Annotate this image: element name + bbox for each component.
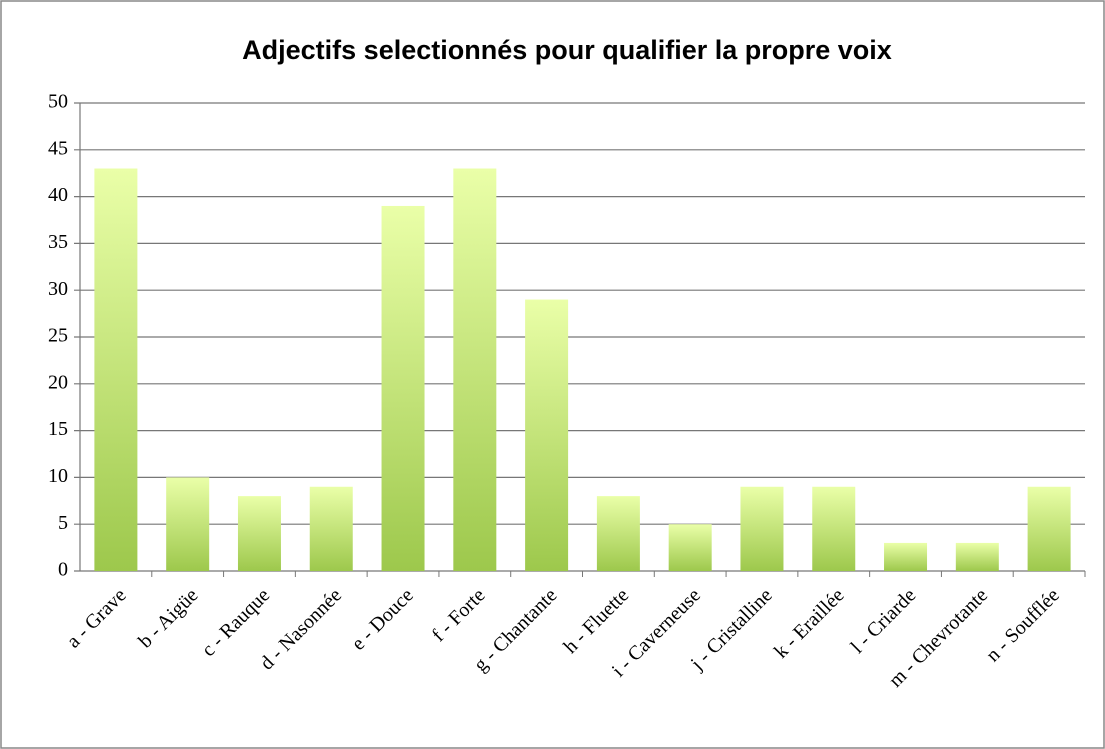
bar — [309, 486, 353, 571]
bar — [453, 168, 497, 571]
y-tick-label: 15 — [48, 418, 68, 440]
bar — [166, 477, 210, 571]
bar — [525, 299, 569, 571]
bar — [237, 496, 281, 571]
y-tick-label: 5 — [58, 512, 68, 534]
bar — [1027, 486, 1071, 571]
bar — [955, 542, 999, 571]
bar — [596, 496, 640, 571]
y-tick-label: 25 — [48, 325, 68, 347]
y-tick-label: 35 — [48, 231, 68, 253]
y-tick-label: 0 — [58, 559, 68, 581]
y-tick-label: 50 — [48, 91, 68, 113]
y-tick-label: 10 — [48, 465, 68, 487]
bar — [884, 542, 928, 571]
y-tick-label: 40 — [48, 184, 68, 206]
y-tick-label: 20 — [48, 371, 68, 393]
bar — [94, 168, 138, 571]
bar — [740, 486, 784, 571]
bar — [668, 524, 712, 571]
y-tick-label: 45 — [48, 137, 68, 159]
bar — [381, 205, 425, 571]
y-tick-label: 30 — [48, 278, 68, 300]
bar — [812, 486, 856, 571]
chart-title: Adjectifs selectionnés pour qualifier la… — [242, 35, 892, 65]
